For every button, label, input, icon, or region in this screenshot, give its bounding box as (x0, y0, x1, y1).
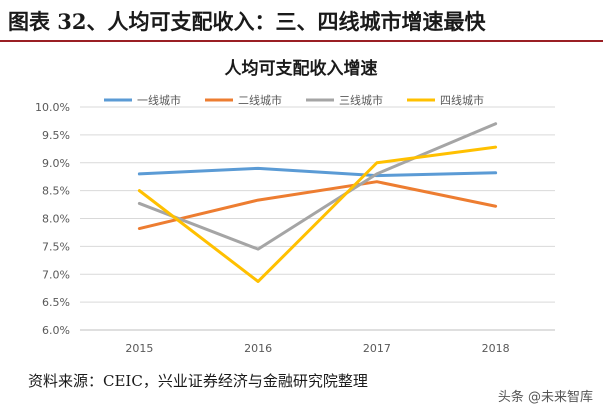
series-lines (137, 122, 498, 283)
x-tick-label: 2017 (363, 342, 391, 355)
chart-title: 人均可支配收入增速 (225, 58, 378, 79)
watermark: 头条 @未来智库 (497, 390, 593, 405)
x-axis-tick-labels: 2015 2016 2017 2018 (125, 342, 509, 355)
legend-label: 四线城市 (440, 93, 484, 107)
gridlines (80, 106, 555, 331)
title-divider (0, 40, 603, 42)
y-tick-label: 8.5% (42, 185, 70, 198)
y-tick-label: 7.5% (42, 240, 70, 253)
y-tick-label: 6.0% (42, 324, 70, 337)
legend-label: 二线城市 (238, 93, 282, 107)
figure-title: 图表 32、人均可支配收入：三、四线城市增速最快 (8, 9, 486, 34)
y-tick-label: 6.5% (42, 296, 70, 309)
legend: 一线城市 二线城市 三线城市 四线城市 (104, 93, 484, 107)
y-tick-label: 9.5% (42, 129, 70, 142)
source-note: 资料来源：CEIC，兴业证券经济与金融研究院整理 (28, 372, 368, 390)
y-axis-tick-labels: 6.0% 6.5% 7.0% 7.5% 8.0% 8.5% 9.0% 9.5% 10.0% (35, 101, 70, 337)
series-line-3 (137, 145, 498, 283)
chart-container: 人均可支配收入增速 6.0% 6.5% 7.0% 7.5% 8.0% 8.5% 9.0% 9.… (0, 48, 603, 368)
x-tick-label: 2018 (482, 342, 510, 355)
series-line-1 (137, 180, 498, 231)
y-tick-label: 8.0% (42, 213, 70, 226)
y-tick-label: 7.0% (42, 268, 70, 281)
series-line-2 (137, 122, 498, 251)
legend-label: 一线城市 (137, 93, 181, 107)
x-tick-label: 2016 (244, 342, 272, 355)
x-tick-label: 2015 (125, 342, 153, 355)
line-chart: 人均可支配收入增速 6.0% 6.5% 7.0% 7.5% 8.0% 8.5% 9.0% 9.… (35, 58, 555, 355)
y-tick-label: 10.0% (35, 101, 70, 114)
y-tick-label: 9.0% (42, 157, 70, 170)
legend-label: 三线城市 (339, 93, 383, 107)
series-line-0 (137, 166, 498, 178)
